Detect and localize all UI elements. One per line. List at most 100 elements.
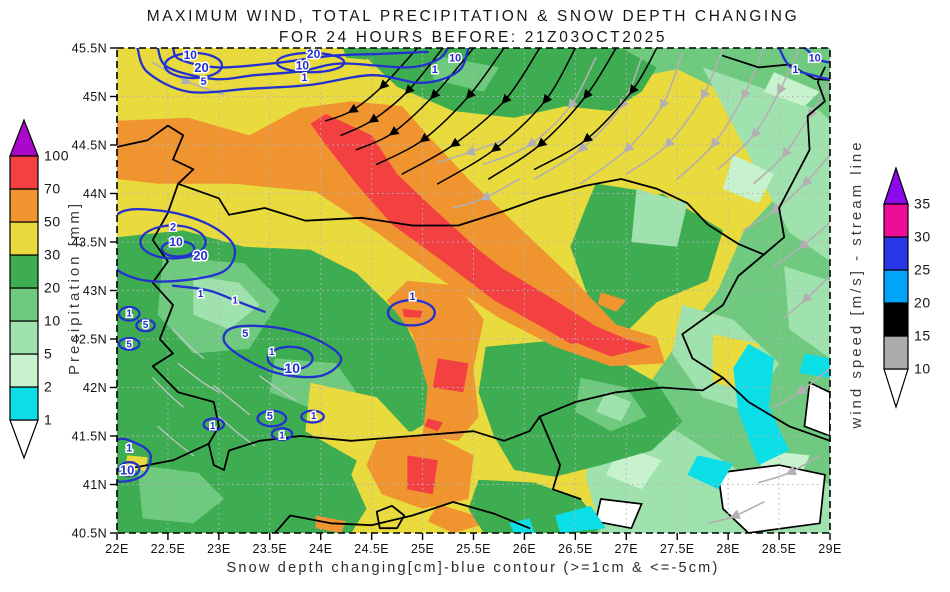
chart-title-line1: MAXIMUM WIND, TOTAL PRECIPITATION & SNOW… bbox=[147, 8, 800, 25]
colorbar-tick-label: 15 bbox=[914, 328, 931, 344]
snow-contour-label: 10 bbox=[184, 48, 198, 62]
precip-region bbox=[717, 464, 826, 533]
precip-region bbox=[478, 266, 617, 344]
colorbar-segment bbox=[9, 155, 39, 190]
x-tick-label: 26.5E bbox=[558, 542, 593, 556]
snow-contour-label: 1 bbox=[126, 308, 132, 319]
streamline-gray bbox=[707, 501, 765, 525]
precipitation-colorbar-title: Precipitation [mm] bbox=[66, 201, 83, 375]
snow-contour-label: 10 bbox=[120, 463, 134, 478]
precip-region bbox=[432, 358, 469, 393]
chart-title-line2: FOR 24 HOURS BEFORE: 21Z03OCT2025 bbox=[279, 29, 667, 46]
streamline-black bbox=[437, 48, 577, 185]
x-tick-label: 22.5E bbox=[151, 542, 186, 556]
snow-contour bbox=[777, 48, 830, 81]
colorbar-tick-label: 20 bbox=[44, 280, 61, 296]
streamline-black bbox=[375, 48, 505, 166]
snow-contour-label: 1 bbox=[432, 64, 438, 76]
snow-contour-label: 1 bbox=[232, 296, 238, 307]
colorbar-tick-label: 10 bbox=[44, 313, 61, 329]
streamline-gray bbox=[625, 48, 724, 175]
x-tick-label: 26E bbox=[513, 542, 536, 556]
streamline-gray bbox=[752, 81, 830, 185]
streamline-gray bbox=[579, 52, 684, 185]
snow-contour bbox=[117, 461, 141, 477]
colorbar-tick-label: 30 bbox=[44, 247, 61, 263]
snow-contour bbox=[117, 336, 141, 351]
colorbar-segment bbox=[9, 320, 39, 355]
snow-contour-label: 5 bbox=[242, 328, 248, 340]
precip-region bbox=[315, 515, 347, 533]
country-border bbox=[681, 253, 830, 442]
snow-contour-label: 10 bbox=[449, 53, 461, 65]
colorbar-segment bbox=[9, 188, 39, 223]
wind-colorbar: 10 15 20 25 30 35 bbox=[883, 166, 931, 409]
streamline-faint bbox=[172, 328, 205, 359]
x-axis-caption: Snow depth changing[cm]-blue contour (>=… bbox=[227, 560, 720, 576]
y-tick-label: 43.5N bbox=[72, 236, 107, 250]
precip-region bbox=[597, 292, 627, 312]
streamline-gray bbox=[742, 153, 830, 232]
snow-contour bbox=[136, 48, 470, 94]
colorbar-tick-label: 2 bbox=[44, 379, 52, 395]
colorbar-tick-label: 30 bbox=[914, 229, 931, 245]
snow-contour-label: 5 bbox=[201, 76, 207, 88]
snow-contour-label: 1 bbox=[301, 72, 307, 84]
colorbar-segment bbox=[883, 236, 909, 271]
snow-contour bbox=[163, 51, 224, 80]
snow-contour-label: 10 bbox=[284, 360, 300, 376]
snow-contour bbox=[171, 48, 429, 69]
y-tick-label: 40.5N bbox=[72, 527, 107, 541]
snow-contour-label: 1 bbox=[210, 421, 216, 432]
snow-contour-label: 20 bbox=[194, 60, 208, 75]
country-border bbox=[375, 504, 406, 530]
snow-contour-layer bbox=[117, 48, 830, 483]
snow-contour bbox=[275, 51, 346, 74]
snow-contour-label: 1 bbox=[269, 347, 275, 358]
streamline-black bbox=[488, 48, 617, 180]
snow-contour bbox=[300, 409, 325, 424]
snow-contour-label: 1 bbox=[792, 64, 798, 76]
colorbar-tick-label: 50 bbox=[44, 214, 61, 230]
country-border bbox=[762, 66, 826, 256]
snow-contour-label: 5 bbox=[267, 411, 273, 423]
snow-contour-label: 1 bbox=[126, 443, 132, 455]
x-tick-label: 23.5E bbox=[252, 542, 287, 556]
precip-region bbox=[687, 455, 734, 490]
snow-contour-label: 20 bbox=[193, 248, 207, 263]
snow-contour bbox=[386, 299, 436, 327]
colorbar-segment bbox=[9, 287, 39, 322]
country-border-layer bbox=[117, 54, 830, 533]
colorbar-tick-label: 20 bbox=[914, 295, 931, 311]
colorbar-segment bbox=[883, 269, 909, 304]
colorbar-segment bbox=[9, 221, 39, 256]
colorbar-tick-label: 25 bbox=[914, 262, 931, 278]
colorbar-under-arrow bbox=[9, 419, 39, 460]
x-tick-label: 28E bbox=[716, 542, 739, 556]
wind-colorbar-title: wind speed [m/s] - stream line bbox=[848, 139, 865, 429]
precip-region bbox=[432, 55, 499, 92]
snow-contour bbox=[266, 345, 314, 372]
x-tick-label: 24E bbox=[309, 542, 332, 556]
streamline-black bbox=[355, 48, 475, 151]
precip-region bbox=[407, 455, 438, 495]
country-border bbox=[117, 442, 210, 471]
streamline-gray bbox=[676, 48, 765, 180]
precipitation-shading-layer bbox=[117, 48, 830, 533]
x-tick-label: 25E bbox=[411, 542, 434, 556]
streamline-black bbox=[401, 48, 541, 175]
snow-contour-label: 10 bbox=[296, 59, 310, 73]
colorbar-over-arrow bbox=[9, 118, 39, 157]
colorbar-tick-label: 70 bbox=[44, 181, 61, 197]
precipitation-colorbar: 1 2 5 10 20 30 50 70 100 bbox=[9, 118, 69, 460]
snow-contour-label: 5 bbox=[126, 339, 132, 350]
colorbar-segment bbox=[9, 353, 39, 388]
precip-region bbox=[193, 276, 260, 330]
snow-contour bbox=[117, 207, 237, 283]
colorbar-tick-label: 10 bbox=[914, 361, 931, 377]
streamline-gray bbox=[783, 275, 830, 319]
snow-contour-label: 5 bbox=[143, 320, 149, 331]
colorbar-tick-label: 1 bbox=[44, 412, 52, 428]
